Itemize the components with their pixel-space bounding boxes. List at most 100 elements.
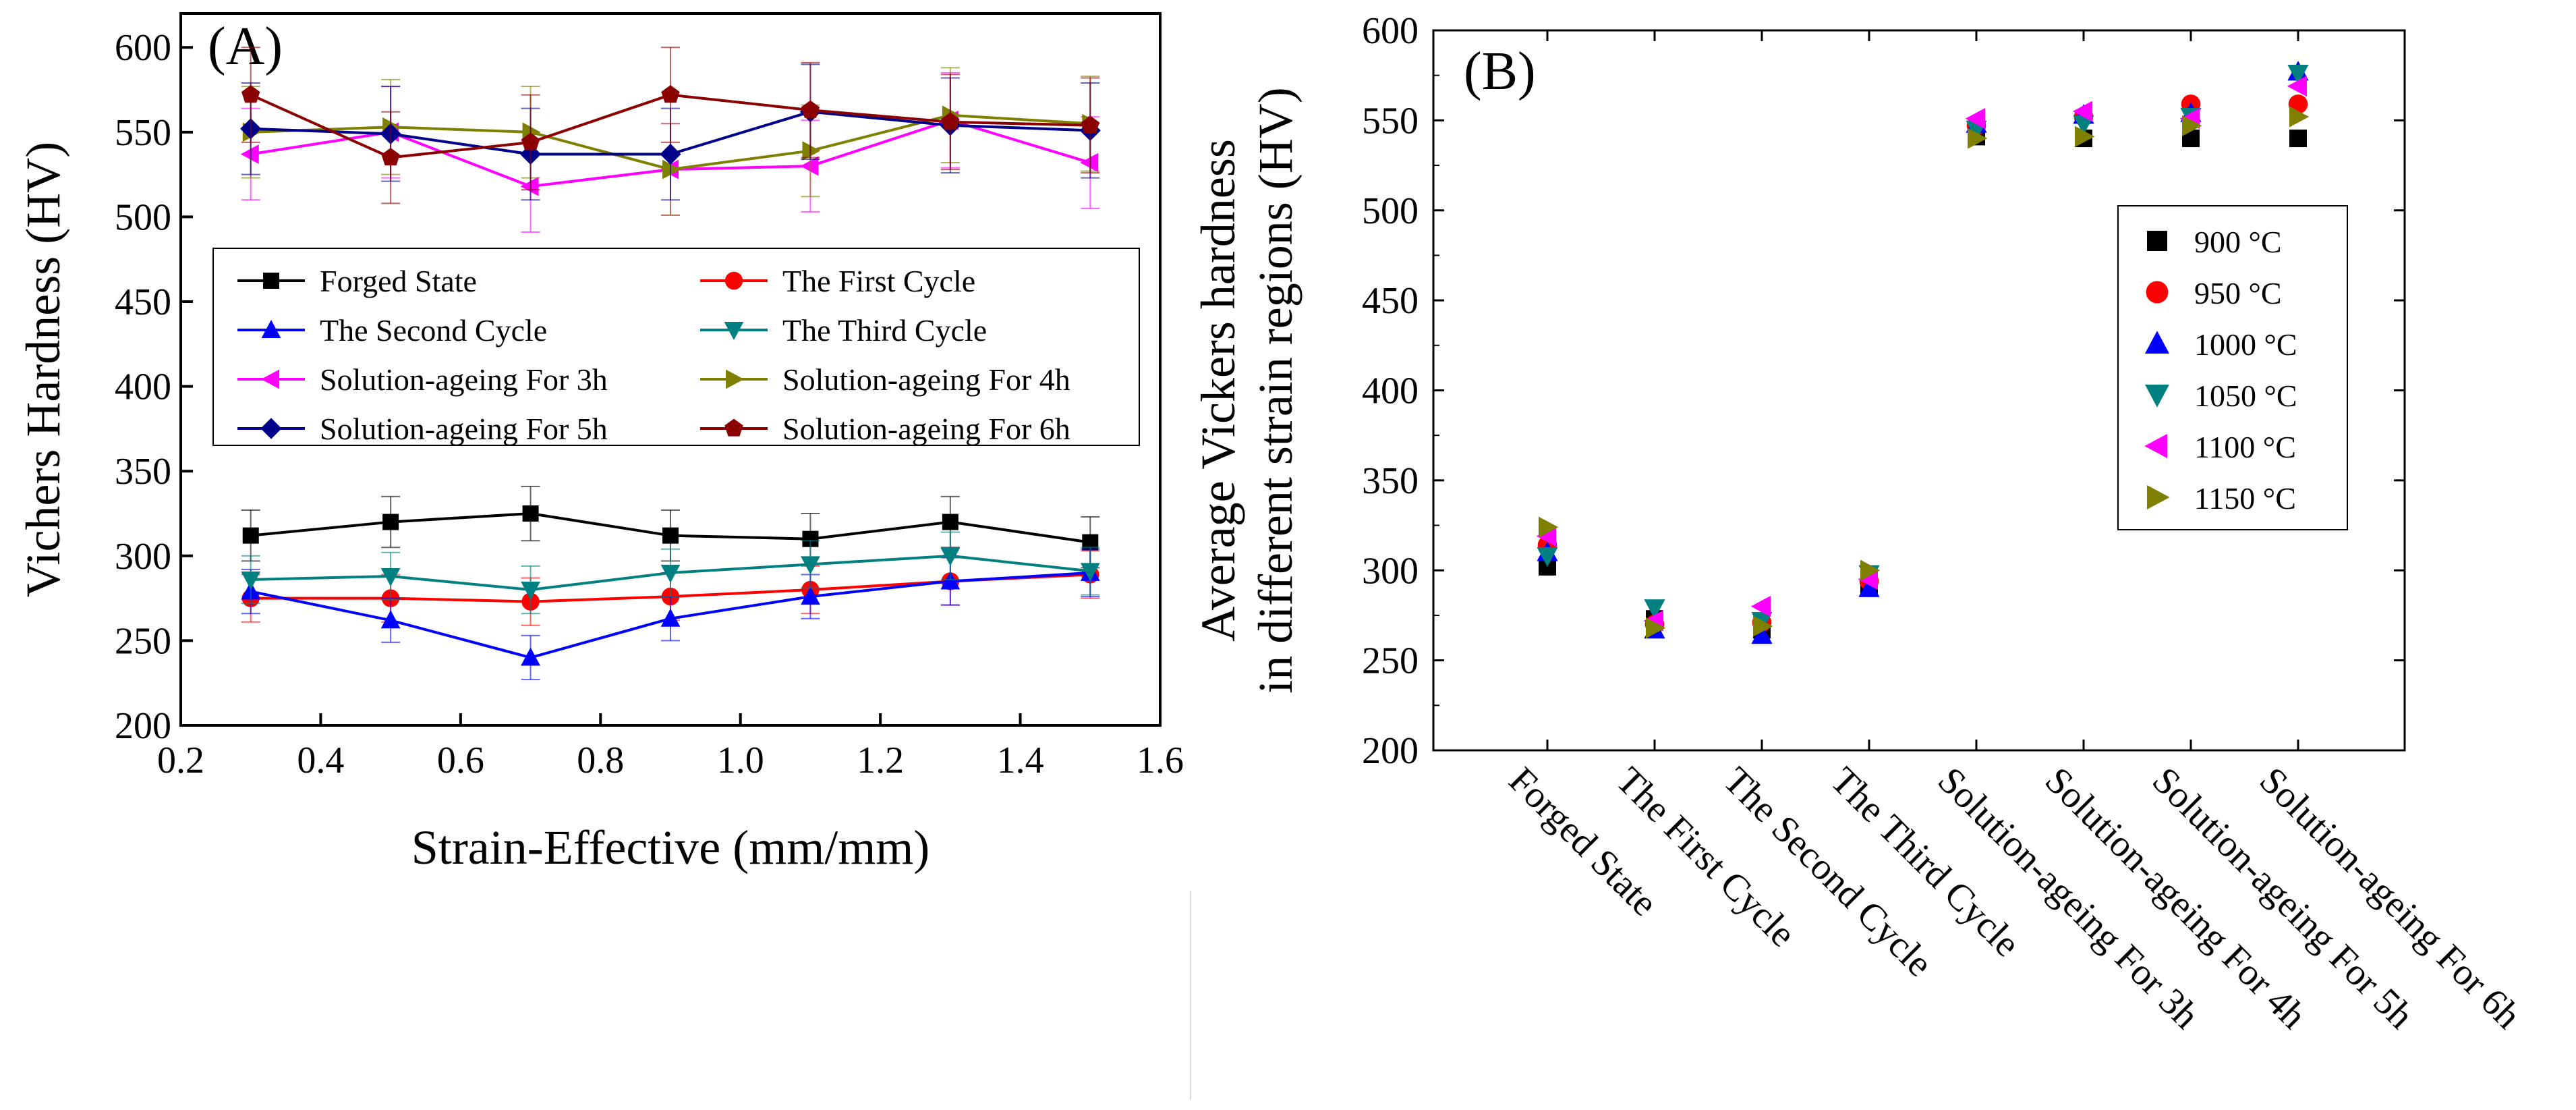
panel-a-point xyxy=(940,571,961,590)
panel-a-point xyxy=(1081,115,1099,134)
panel-a-point xyxy=(1080,563,1100,582)
panel-b-point xyxy=(1644,599,1665,619)
panel-a-legend-marker xyxy=(726,369,744,389)
panel-a-point xyxy=(1080,152,1099,173)
panel-b-legend-marker xyxy=(2145,385,2169,408)
panel-b-legend-label: 900 °C xyxy=(2194,225,2282,259)
panel-b-point xyxy=(1646,617,1666,639)
panel-a-x-tick-label: 1.0 xyxy=(717,740,764,781)
panel-a-point xyxy=(380,610,401,629)
panel-b-legend-label: 950 °C xyxy=(2194,276,2282,310)
panel-a-point xyxy=(801,586,820,605)
panel-a-legend-label: The Third Cycle xyxy=(782,313,987,348)
panel-b-point xyxy=(1751,624,1773,644)
panel-a-legend-marker xyxy=(724,418,743,437)
panel-b-point xyxy=(1965,108,1985,130)
panel-a-point xyxy=(240,144,259,164)
panel-a-legend-marker xyxy=(724,271,743,290)
panel-b-point xyxy=(2072,101,2092,122)
panel-a-point xyxy=(662,527,679,544)
panel-b-point xyxy=(2075,126,2095,147)
panel-b-y-tick-label: 250 xyxy=(1362,640,1419,682)
panel-a-point xyxy=(380,567,401,586)
panel-a-x-tick-label: 1.6 xyxy=(1137,740,1184,781)
panel-a-point xyxy=(242,527,259,544)
panel-a-legend-label: Solution-ageing For 6h xyxy=(782,412,1070,446)
panel-a-x-tick-label: 0.2 xyxy=(157,740,204,781)
panel-a-point xyxy=(662,159,681,179)
panel-a-legend-label: Forged State xyxy=(320,264,477,298)
panel-a-legend-label: Solution-ageing For 4h xyxy=(782,362,1070,397)
panel-b-legend-label: 1100 °C xyxy=(2194,430,2296,464)
panel-b-point xyxy=(1968,128,1988,149)
panel-a-y-tick-label: 300 xyxy=(115,536,171,578)
panel-a-point xyxy=(802,141,821,161)
panel-a-point xyxy=(661,85,680,103)
panel-b-point xyxy=(1753,615,1773,637)
panel-b-legend-box xyxy=(2117,205,2348,530)
panel-b-point xyxy=(1860,559,1881,581)
panel-a-y-tick-label: 200 xyxy=(115,705,171,747)
panel-a-point xyxy=(660,564,681,583)
panel-b-point xyxy=(2182,115,2202,136)
panel-a-y-tick-label: 350 xyxy=(115,451,171,493)
panel-b-y-tick-label: 200 xyxy=(1362,730,1419,772)
panel-b-y-tick-label: 600 xyxy=(1362,10,1419,52)
panel-a-x-tick-label: 0.4 xyxy=(297,740,344,781)
panel-b-y-tick-label: 300 xyxy=(1362,550,1419,592)
panel-b-point xyxy=(2289,106,2310,128)
panel-a-point xyxy=(800,156,819,176)
panel-b-legend-marker xyxy=(2147,485,2170,509)
panel-a-y-tick-label: 400 xyxy=(115,366,171,408)
panel-b-y-tick-label: 350 xyxy=(1362,460,1419,502)
panel-a-legend-label: Solution-ageing For 3h xyxy=(320,362,608,397)
panel-b-legend-marker xyxy=(2144,434,2167,458)
panel-a-y-axis-title: Vichers Hardness (HV) xyxy=(16,142,70,597)
panel-b-point xyxy=(2287,76,2307,97)
panel-a-legend-label: The First Cycle xyxy=(782,264,975,298)
panel-b-point xyxy=(2289,130,2307,148)
panel-a-point xyxy=(520,176,539,196)
panel-a-point xyxy=(522,505,539,522)
panel-a-point xyxy=(660,608,681,627)
panel-b-point xyxy=(1858,577,1880,597)
panel-a-label: (A) xyxy=(208,17,283,76)
panel-a-point xyxy=(521,647,540,666)
panel-a-legend-label: The Second Cycle xyxy=(320,313,547,348)
panel-a-point xyxy=(241,85,260,103)
panel-a-y-tick-label: 600 xyxy=(115,27,171,69)
panel-a-point xyxy=(942,514,958,530)
panel-a-x-axis-title: Strain-Effective (mm/mm) xyxy=(411,821,929,875)
panel-a-y-tick-label: 500 xyxy=(115,196,171,238)
panel-a-point xyxy=(941,112,960,130)
panel-a-point xyxy=(801,100,820,118)
panel-b-point xyxy=(2073,115,2094,135)
panel-a-plot-frame xyxy=(179,12,1162,727)
panel-a-legend-box xyxy=(212,248,1140,446)
panel-a-point xyxy=(940,547,961,566)
panel-a-y-tick-label: 450 xyxy=(115,281,171,323)
panel-a-legend-marker xyxy=(263,273,279,289)
panel-b-y-tick-label: 500 xyxy=(1362,190,1419,232)
panel-a-point xyxy=(521,132,540,150)
panel-a-x-tick-label: 1.2 xyxy=(857,740,904,781)
panel-a-x-tick-label: 0.8 xyxy=(577,740,624,781)
panel-a-point xyxy=(660,143,681,165)
panel-b-legend-marker xyxy=(2145,331,2169,354)
panel-b-y-tick-label: 450 xyxy=(1362,280,1419,322)
panel-b-legend-marker xyxy=(2147,231,2167,251)
panel-a-legend-marker xyxy=(260,418,282,439)
panel-a-y-tick-label: 250 xyxy=(115,620,171,662)
panel-a-legend-label: Solution-ageing For 5h xyxy=(320,412,608,446)
panel-b-label: (B) xyxy=(1464,42,1536,101)
panel-b-point xyxy=(1539,516,1559,538)
panel-a-legend-marker xyxy=(261,320,281,338)
panel-b-legend-label: 1050 °C xyxy=(2194,379,2297,413)
panel-b-y-tick-label: 400 xyxy=(1362,370,1419,412)
panel-a-point xyxy=(801,556,820,575)
panel-a-point xyxy=(521,582,540,601)
panel-b-y-axis-title: Average Vickers hardness xyxy=(1191,139,1245,642)
panel-a-point xyxy=(241,571,261,590)
